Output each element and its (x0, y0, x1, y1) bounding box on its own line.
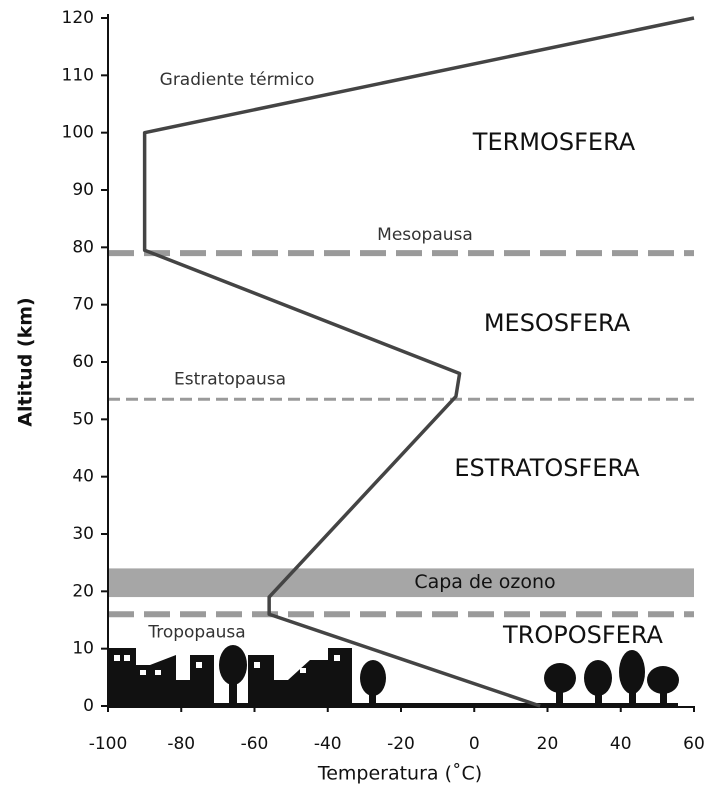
y-tick-label: 90 (72, 180, 94, 200)
x-axis-label: Temperatura (˚C) (317, 763, 482, 785)
y-tick-label: 70 (72, 295, 94, 315)
y-tick-label: 120 (62, 8, 94, 28)
y-tick-label: 20 (72, 581, 94, 601)
ozone-band (108, 568, 694, 598)
x-tick-label: -20 (387, 734, 415, 754)
x-tick-label: -40 (314, 734, 342, 754)
temperature-line (142, 16, 695, 708)
band-label: Capa de ozono (414, 571, 555, 593)
y-tick-label: 10 (72, 639, 94, 659)
x-tick-label: 60 (683, 734, 705, 754)
layer-label: MESOSFERA (484, 309, 631, 337)
silhouettes (108, 645, 679, 707)
x-tick-label: 20 (537, 734, 559, 754)
y-axis-label: Altitud (km) (15, 297, 37, 426)
x-tick-label: -60 (241, 734, 269, 754)
y-tick-label: 30 (72, 524, 94, 544)
x-tick-label: 40 (610, 734, 632, 754)
y-tick-label: 50 (72, 409, 94, 429)
y-tick-label: 100 (62, 123, 94, 143)
x-tick-label: -80 (167, 734, 195, 754)
layer-label: TERMOSFERA (472, 128, 636, 156)
y-tick-label: 40 (72, 467, 94, 487)
y-tick-label: 60 (72, 352, 94, 372)
x-tick-label: -100 (89, 734, 128, 754)
boundary-label: Tropopausa (147, 622, 245, 642)
layer-label: ESTRATOSFERA (454, 454, 640, 482)
y-tick-label: 110 (62, 65, 94, 85)
y-tick-label: 80 (72, 237, 94, 257)
x-tick-label: 0 (469, 734, 480, 754)
layer-label: TROPOSFERA (502, 621, 663, 649)
boundary-label: Mesopausa (377, 225, 473, 245)
boundary-label: Estratopausa (174, 369, 286, 389)
y-tick-label: 0 (83, 696, 94, 716)
annotation: Gradiente térmico (160, 70, 315, 90)
